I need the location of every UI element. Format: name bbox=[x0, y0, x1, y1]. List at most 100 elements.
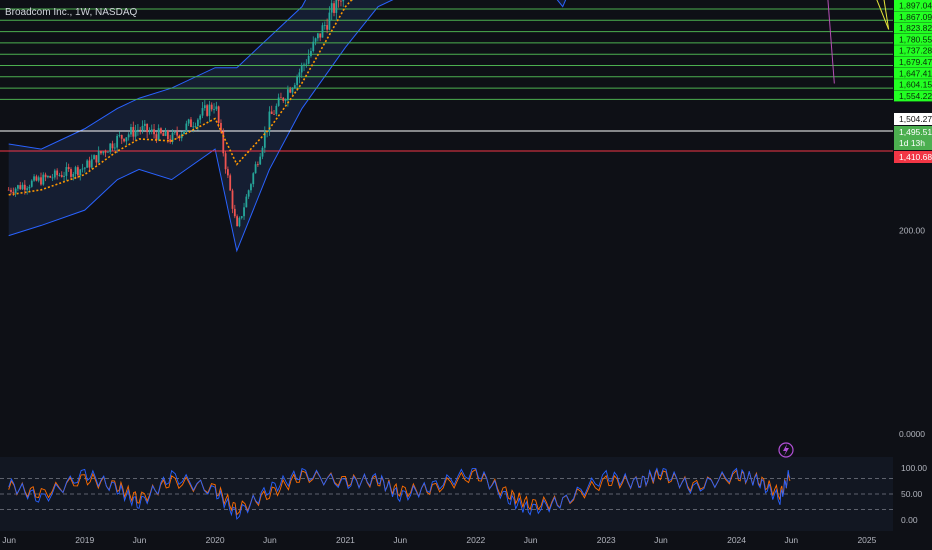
candle-body bbox=[93, 155, 95, 160]
candle-body bbox=[316, 33, 319, 39]
candle-body bbox=[123, 138, 125, 142]
moving-average bbox=[8, 0, 353, 196]
candle-body bbox=[70, 169, 72, 177]
candle-body bbox=[192, 126, 195, 128]
candle-body bbox=[245, 196, 248, 208]
candle-body bbox=[60, 175, 63, 177]
level-label: 1,897.04 bbox=[899, 1, 932, 11]
candle-body bbox=[270, 111, 273, 114]
candle-body bbox=[139, 129, 142, 131]
candle-body bbox=[286, 89, 289, 101]
countdown-label: 1d 13h bbox=[899, 138, 925, 148]
candle-body bbox=[280, 97, 282, 99]
time-tick: Jun bbox=[133, 535, 147, 545]
level-label: 1,604.15 bbox=[899, 80, 932, 90]
level-label-box bbox=[894, 79, 932, 91]
candle-body bbox=[88, 160, 91, 168]
candle-body bbox=[247, 190, 250, 197]
candle-body bbox=[86, 160, 89, 168]
candle-body bbox=[236, 216, 239, 227]
candle-body bbox=[215, 106, 218, 110]
candle-body bbox=[342, 0, 345, 2]
candle-body bbox=[293, 85, 296, 89]
candle-body bbox=[203, 105, 206, 109]
time-tick: Jun bbox=[2, 535, 16, 545]
trendline-3 bbox=[827, 0, 835, 84]
level-label-box bbox=[894, 45, 932, 57]
candle-body bbox=[111, 143, 114, 149]
candle-body bbox=[263, 132, 266, 148]
moving-average-line bbox=[8, 0, 353, 196]
bollinger-fill bbox=[8, 0, 566, 251]
candle-body bbox=[254, 164, 257, 174]
candle-body bbox=[102, 151, 105, 154]
time-tick: 2024 bbox=[727, 535, 746, 545]
candle-body bbox=[130, 127, 132, 135]
candle-body bbox=[333, 3, 335, 13]
candle-body bbox=[305, 63, 308, 65]
candle-body bbox=[340, 0, 342, 2]
candle-body bbox=[51, 177, 54, 179]
time-tick: Jun bbox=[784, 535, 798, 545]
time-tick: 2023 bbox=[597, 535, 616, 545]
candle-body bbox=[335, 0, 338, 13]
candle-body bbox=[7, 189, 10, 191]
candle-body bbox=[323, 25, 326, 26]
candle-body bbox=[153, 129, 155, 135]
candle-body bbox=[95, 155, 98, 163]
candle-body bbox=[100, 151, 102, 154]
last-price-label: 1,495.51 bbox=[899, 127, 932, 137]
candle-body bbox=[141, 125, 144, 131]
candle-body bbox=[180, 134, 183, 139]
trendline-1 bbox=[883, 0, 890, 30]
candle-body bbox=[231, 190, 234, 209]
candle-body bbox=[328, 12, 331, 30]
candle-body bbox=[176, 131, 179, 136]
candle-body bbox=[213, 109, 215, 111]
candle-body bbox=[58, 175, 61, 176]
candle-body bbox=[277, 97, 280, 106]
time-tick: Jun bbox=[524, 535, 538, 545]
candle-body bbox=[296, 76, 299, 86]
candle-body bbox=[12, 191, 15, 194]
candle-body bbox=[330, 3, 333, 13]
candle-body bbox=[229, 175, 232, 191]
time-tick: 2022 bbox=[466, 535, 485, 545]
candle-body bbox=[164, 130, 167, 136]
candle-body bbox=[275, 105, 278, 115]
candle-body bbox=[169, 139, 172, 143]
candle-body bbox=[113, 147, 116, 149]
level-label-box bbox=[894, 22, 932, 34]
candle-body bbox=[35, 176, 38, 181]
oscillator-tick: 100.00 bbox=[901, 463, 927, 473]
symbol-title[interactable]: Broadcom Inc., 1W, NASDAQ bbox=[5, 7, 138, 18]
candle-body bbox=[146, 123, 149, 133]
candle-body bbox=[289, 89, 292, 93]
candle-body bbox=[81, 168, 84, 170]
bollinger-upper-line bbox=[8, 0, 307, 150]
candle-body bbox=[28, 186, 31, 189]
candle-body bbox=[125, 137, 128, 142]
level-label: 1,780.55 bbox=[899, 34, 932, 44]
time-tick: 2021 bbox=[336, 535, 355, 545]
time-tick: Jun bbox=[263, 535, 277, 545]
candle-body bbox=[120, 135, 123, 139]
candle-body bbox=[56, 170, 59, 176]
candle-body bbox=[220, 122, 222, 132]
candle-body bbox=[226, 169, 229, 176]
candle-body bbox=[162, 133, 165, 136]
candle-body bbox=[53, 170, 56, 178]
candle-body bbox=[243, 207, 245, 217]
candle-body bbox=[261, 147, 264, 157]
candle-body bbox=[240, 216, 243, 218]
bollinger-bands bbox=[8, 0, 567, 253]
trendlines bbox=[827, 0, 890, 84]
candle-body bbox=[252, 173, 255, 185]
lightning-icon-bolt bbox=[783, 444, 789, 456]
candle-body bbox=[79, 169, 82, 176]
candle-body bbox=[137, 129, 139, 131]
lightning-icon[interactable] bbox=[778, 442, 794, 458]
candle-body bbox=[10, 189, 12, 192]
candle-body bbox=[155, 134, 158, 141]
